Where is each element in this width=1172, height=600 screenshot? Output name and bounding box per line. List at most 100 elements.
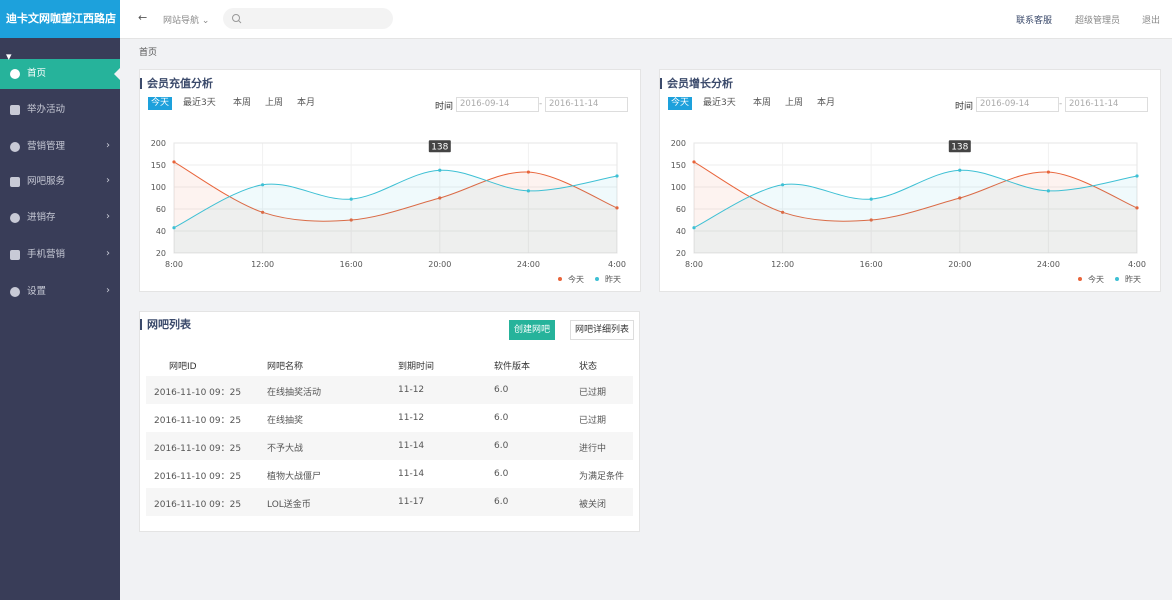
search-icon [232, 14, 242, 24]
y-tick-label: 150 [671, 161, 686, 170]
legend-label[interactable]: 今天 [1088, 274, 1104, 284]
back-button[interactable]: ← [138, 11, 148, 24]
data-point[interactable] [615, 206, 619, 210]
date-to[interactable]: 2016-11-14 [545, 97, 628, 112]
data-point[interactable] [172, 226, 176, 230]
data-point[interactable] [615, 174, 619, 178]
x-tick-label: 20:00 [948, 260, 971, 269]
nav-item[interactable]: 网吧服务 [27, 176, 66, 187]
y-tick-label: 100 [151, 183, 166, 192]
nav-item[interactable]: 设置 [27, 286, 47, 297]
nav-arrow: › [106, 175, 110, 186]
nav-icon [10, 250, 20, 260]
data-point[interactable] [438, 168, 442, 172]
legend-label[interactable]: 昨天 [1125, 274, 1141, 284]
data-point[interactable] [1135, 206, 1139, 210]
data-point[interactable] [869, 218, 873, 222]
table-cell: 2016-11-10 09：25 [154, 444, 242, 454]
series-area [174, 170, 617, 253]
data-point[interactable] [692, 160, 696, 164]
data-point[interactable] [958, 196, 962, 200]
legend-label[interactable]: 昨天 [605, 274, 621, 284]
panel-title: 网吧列表 [140, 319, 191, 330]
tooltip-box [948, 140, 971, 153]
table-cell: 2016-11-10 09：25 [154, 472, 242, 482]
search-box[interactable] [223, 8, 393, 29]
data-point[interactable] [526, 170, 530, 174]
nav-item[interactable]: 手机营销 [27, 249, 66, 260]
data-point[interactable] [349, 218, 353, 222]
time-label: 时间 [955, 102, 974, 112]
data-point[interactable] [692, 226, 696, 230]
nav-menu[interactable]: 网站导航 ⌄ [163, 16, 210, 26]
legend-label[interactable]: 今天 [568, 274, 584, 284]
filter-tab[interactable]: 最近3天 [183, 98, 216, 108]
create-button[interactable]: 创建网吧 [509, 320, 556, 340]
nav-item[interactable]: 举办活动 [27, 104, 66, 115]
series-area [174, 161, 617, 253]
data-point[interactable] [526, 189, 530, 193]
data-point[interactable] [261, 210, 265, 214]
nav-icon [10, 287, 20, 297]
filter-tab[interactable]: 今天 [668, 97, 693, 110]
data-point[interactable] [781, 210, 785, 214]
x-tick-label: 12:00 [251, 260, 274, 269]
nav-arrow: › [106, 140, 110, 151]
data-point[interactable] [172, 160, 176, 164]
series-line [173, 161, 618, 222]
filter-tab[interactable]: 上周 [785, 98, 804, 108]
filter-tab[interactable]: 今天 [148, 97, 173, 110]
date-from[interactable]: 2016-09-14 [976, 97, 1059, 112]
data-point[interactable] [781, 183, 785, 187]
table-cell: 6.0 [494, 441, 509, 451]
brand[interactable]: 迪卡文网咖望江西路店 ▾ [0, 0, 120, 63]
filter-tab[interactable]: 本周 [753, 98, 772, 108]
admin-link[interactable]: 超级管理员 [1075, 13, 1120, 26]
data-point[interactable] [349, 197, 353, 201]
x-tick-label: 4:00 [1128, 260, 1146, 269]
data-point[interactable] [1135, 174, 1139, 178]
topbar: ← 网站导航 ⌄ 联系客服 超级管理员 退出 [120, 0, 1172, 39]
x-tick-label: 16:00 [860, 260, 883, 269]
table-cell: 进行中 [579, 444, 607, 454]
table-cell: 2016-11-10 09：25 [154, 416, 242, 426]
list-button[interactable]: 网吧详细列表 [570, 320, 635, 340]
date-to[interactable]: 2016-11-14 [1065, 97, 1148, 112]
series-area [694, 161, 1137, 253]
nav-item[interactable]: 进销存 [27, 212, 56, 223]
filter-tab[interactable]: 最近3天 [703, 98, 736, 108]
data-point[interactable] [958, 168, 962, 172]
data-point[interactable] [869, 197, 873, 201]
filter-tab[interactable]: 本周 [233, 98, 252, 108]
table-cell: 6.0 [494, 469, 509, 479]
table-cell: 11-14 [398, 441, 425, 451]
data-point[interactable] [261, 183, 265, 187]
x-tick-label: 12:00 [771, 260, 794, 269]
table-cell: 植物大战僵尸 [267, 472, 322, 482]
y-tick-label: 40 [676, 227, 686, 236]
nav-item[interactable]: 首页 [0, 59, 120, 89]
date-sep: - [539, 99, 543, 109]
data-point[interactable] [1046, 189, 1050, 193]
table-cell: 6.0 [494, 497, 509, 507]
y-tick-label: 200 [671, 139, 686, 148]
filter-tab[interactable]: 上周 [265, 98, 284, 108]
data-point[interactable] [1046, 170, 1050, 174]
series-line [693, 161, 1138, 222]
support-link[interactable]: 联系客服 [1016, 13, 1052, 26]
x-tick-label: 8:00 [165, 260, 183, 269]
filter-tab[interactable]: 本月 [297, 98, 316, 108]
legend-swatch [595, 277, 599, 281]
breadcrumb[interactable]: 首页 [139, 48, 158, 58]
link-text: 超级管理员 [1075, 16, 1121, 26]
x-tick-label: 24:00 [1037, 260, 1060, 269]
logout-link[interactable]: 退出 [1142, 13, 1160, 26]
data-point[interactable] [438, 196, 442, 200]
date-from[interactable]: 2016-09-14 [456, 97, 539, 112]
x-tick-label: 4:00 [608, 260, 626, 269]
column-header: 软件版本 [494, 362, 531, 372]
filter-tab[interactable]: 本月 [817, 98, 836, 108]
nav-item[interactable]: 营销管理 [27, 141, 66, 152]
table-cell: 在线抽奖活动 [267, 388, 322, 398]
y-tick-label: 100 [671, 183, 686, 192]
